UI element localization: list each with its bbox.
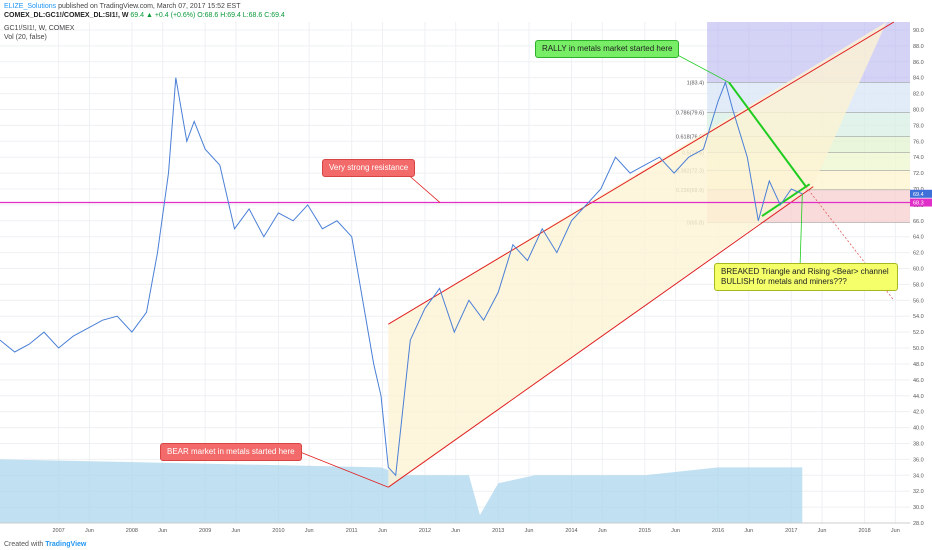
y-tick-label: 66.0 — [913, 219, 924, 225]
resistance-price-tag — [910, 198, 932, 207]
x-tick-label: 2010 — [272, 528, 284, 534]
y-tick-label: 54.0 — [913, 314, 924, 320]
x-tick-label: 2017 — [785, 528, 797, 534]
y-tick-label: 44.0 — [913, 394, 924, 400]
symbol-line: COMEX_DL:GC1!/COMEX_DL:SI1!, W — [4, 12, 129, 19]
rally-callout: RALLY in metals market started here — [535, 40, 680, 58]
breakout-text-1: BREAKED Triangle and Rising <Bear> chann… — [721, 267, 889, 276]
x-tick-label: Jun — [744, 528, 753, 534]
y-tick-label: 56.0 — [913, 298, 924, 304]
x-tick-label: Jun — [671, 528, 680, 534]
breakout-callout: BREAKED Triangle and Rising <Bear> chann… — [714, 263, 898, 291]
y-tick-label: 76.0 — [913, 139, 924, 145]
y-tick-label: 52.0 — [913, 330, 924, 336]
x-tick-label: Jun — [891, 528, 900, 534]
x-tick-label: 2011 — [346, 528, 358, 534]
breakout-text-2: BULLISH for metals and miners??? — [721, 277, 847, 286]
y-tick-label: 88.0 — [913, 44, 924, 50]
volume-fill — [0, 459, 803, 523]
y-tick-label: 42.0 — [913, 410, 924, 416]
x-tick-label: Jun — [85, 528, 94, 534]
bear-callout: BEAR market in metals started here — [160, 443, 302, 461]
x-tick-label: Jun — [158, 528, 167, 534]
resistance-callout: Very strong resistance — [322, 159, 416, 177]
y-tick-label: 36.0 — [913, 457, 924, 463]
y-tick-label: 32.0 — [913, 489, 924, 495]
volume-area — [0, 459, 803, 523]
publish-info: published on TradingView.com, March 07, … — [58, 3, 241, 10]
y-tick-label: 34.0 — [913, 473, 924, 479]
x-tick-label: 2014 — [565, 528, 577, 534]
y-tick-label: 62.0 — [913, 251, 924, 257]
resistance-text: Very strong resistance — [329, 163, 409, 172]
price-series-line — [0, 77, 803, 477]
x-tick-label: Jun — [598, 528, 607, 534]
y-tick-label: 82.0 — [913, 92, 924, 98]
y-axis: 28.0 30.0 32.0 34.0 36.0 38.0 40.0 42.0 44.0 46.0… — [910, 22, 932, 527]
rally-text: RALLY in metals market started here — [542, 44, 673, 53]
x-tick-label: 2009 — [199, 528, 211, 534]
x-tick-label: Jun — [378, 528, 387, 534]
y-tick-label: 58.0 — [913, 282, 924, 288]
y-tick-label: 60.0 — [913, 267, 924, 273]
fib-label: 0.786(79.6) — [676, 111, 704, 117]
y-tick-label: 28.0 — [913, 521, 924, 527]
x-tick-label: Jun — [818, 528, 827, 534]
tradingview-logo[interactable]: TradingView — [45, 541, 87, 548]
quote-line: 69.4 ▲ +0.4 (+0.6%) O:68.6 H:69.4 L:68.6… — [130, 12, 285, 19]
y-tick-label: 72.0 — [913, 171, 924, 177]
author-name[interactable]: ELIZE_Solutions — [4, 3, 57, 10]
y-tick-label: 90.0 — [913, 28, 924, 34]
x-tick-label: 2007 — [52, 528, 64, 534]
y-tick-label: 78.0 — [913, 123, 924, 129]
x-tick-label: 2018 — [858, 528, 870, 534]
channel-lower-line — [388, 186, 814, 488]
y-tick-label: 38.0 — [913, 441, 924, 447]
channel-fill — [388, 22, 887, 488]
x-tick-label: Jun — [231, 528, 240, 534]
y-tick-label: 64.0 — [913, 235, 924, 241]
fib-label: 1(83.4) — [687, 80, 705, 86]
y-tick-label: 48.0 — [913, 362, 924, 368]
ticker-label: GC1!/SI1!, W, COMEX — [4, 25, 75, 32]
bear-text: BEAR market in metals started here — [167, 447, 295, 456]
chart-header: ELIZE_Solutions published on TradingView… — [4, 2, 285, 42]
x-tick-label: Jun — [305, 528, 314, 534]
x-tick-label: 2008 — [126, 528, 138, 534]
channel-upper-line — [388, 21, 895, 325]
resistance-price-label: 68.3 — [913, 201, 924, 207]
x-axis: 2007 Jun 2008 Jun 2009 Jun 2010 Jun 2011 Jun 2012 J… — [0, 522, 910, 534]
y-axis-background — [910, 22, 932, 523]
triangle-lower-line — [761, 183, 811, 217]
y-tick-label: 46.0 — [913, 378, 924, 384]
volume-label: Vol (20, false) — [4, 34, 47, 41]
rally-pointer — [669, 50, 730, 83]
x-tick-label: 2012 — [419, 528, 431, 534]
last-price-tag — [910, 189, 932, 198]
y-tick-label: 84.0 — [913, 76, 924, 82]
bear-pointer — [299, 451, 389, 488]
x-tick-label: 2013 — [492, 528, 504, 534]
channel-lines — [0, 21, 910, 488]
x-tick-label: 2016 — [712, 528, 724, 534]
y-tick-label: 30.0 — [913, 505, 924, 511]
breakout-pointer — [799, 193, 803, 269]
x-tick-label: Jun — [451, 528, 460, 534]
y-tick-label: 86.0 — [913, 60, 924, 66]
y-tick-label: 50.0 — [913, 346, 924, 352]
y-tick-label: 74.0 — [913, 155, 924, 161]
created-with-label: Created with — [4, 541, 44, 548]
last-price-label: 69.4 — [913, 192, 924, 198]
x-tick-label: 2015 — [639, 528, 651, 534]
y-tick-label: 80.0 — [913, 107, 924, 113]
resistance-pointer — [404, 171, 441, 203]
triangle-upper-line — [728, 81, 807, 188]
footer: Created with TradingView — [4, 541, 86, 548]
fib-label: 0.618(76.6) — [676, 135, 704, 141]
x-tick-label: Jun — [525, 528, 534, 534]
y-tick-label: 40.0 — [913, 426, 924, 432]
price-line — [0, 77, 803, 477]
